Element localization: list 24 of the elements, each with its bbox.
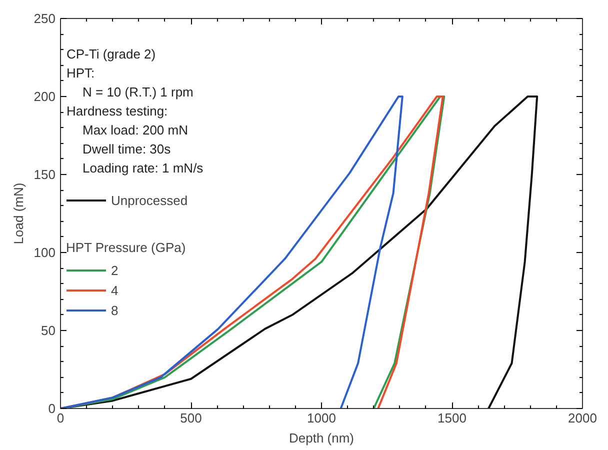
y-tick-label: 200: [34, 89, 56, 104]
y-tick-label: 0: [48, 401, 56, 416]
y-axis-title: Load (mN): [10, 182, 26, 244]
annotation: HPT:: [66, 66, 95, 80]
annotation: Hardness testing:: [66, 104, 168, 118]
x-tick-label: 500: [180, 410, 202, 426]
annotation: Max load: 200 mN: [82, 122, 188, 138]
legend-label: 8: [111, 302, 120, 318]
x-tick-label: 2000: [568, 410, 597, 426]
annotation: Dwell time: 30s: [82, 142, 172, 156]
y-tick-label: 50: [41, 323, 56, 338]
annotation: N = 10 (R.T.) 1 rpm: [82, 84, 194, 100]
legend-label: 4: [111, 282, 120, 298]
x-axis-title: Depth (nm): [288, 430, 354, 446]
annotation: CP-Ti (grade 2): [66, 46, 156, 62]
annotation: Loading rate: 1 mN/s: [82, 160, 204, 176]
legend-title: HPT Pressure (GPa): [66, 240, 186, 255]
legend-label: 2: [111, 262, 120, 278]
x-tick-label: 1000: [307, 410, 336, 426]
legend-label: Unprocessed: [111, 192, 188, 208]
y-tick-label: 250: [34, 11, 56, 26]
y-tick-label: 100: [34, 245, 56, 260]
x-tick-label: 1500: [438, 410, 466, 426]
y-tick-label: 150: [34, 167, 56, 182]
